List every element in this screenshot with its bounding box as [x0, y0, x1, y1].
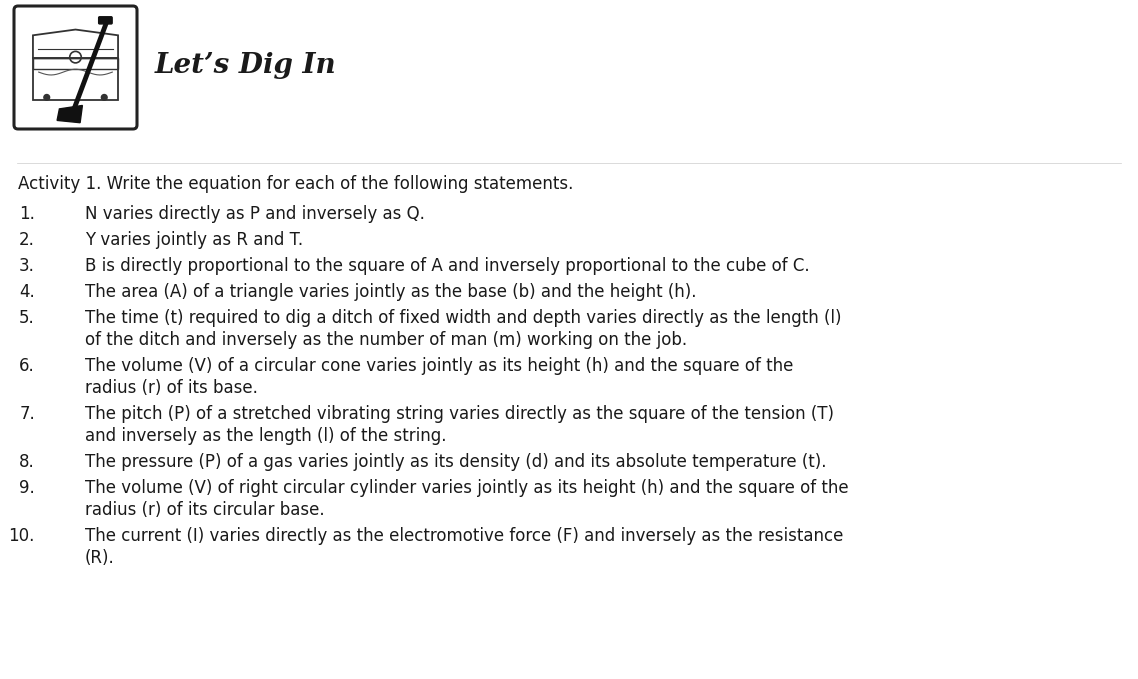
Text: Y varies jointly as R and T.: Y varies jointly as R and T. — [85, 231, 303, 249]
Text: The area (A) of a triangle varies jointly as the base (b) and the height (h).: The area (A) of a triangle varies jointl… — [85, 283, 696, 301]
Text: (R).: (R). — [85, 549, 115, 567]
FancyBboxPatch shape — [14, 6, 137, 129]
Text: 2.: 2. — [19, 231, 35, 249]
Text: The current (I) varies directly as the electromotive force (F) and inversely as : The current (I) varies directly as the e… — [85, 527, 843, 545]
Text: 1.: 1. — [19, 205, 35, 223]
Text: of the ditch and inversely as the number of man (m) working on the job.: of the ditch and inversely as the number… — [85, 331, 687, 349]
FancyBboxPatch shape — [99, 17, 113, 24]
Text: radius (r) of its base.: radius (r) of its base. — [85, 379, 258, 397]
Text: 5.: 5. — [19, 309, 35, 327]
Text: 9.: 9. — [19, 479, 35, 497]
Text: Let’s Dig In: Let’s Dig In — [155, 52, 337, 79]
Text: 3.: 3. — [19, 257, 35, 275]
Text: 7.: 7. — [19, 405, 35, 423]
Text: and inversely as the length (l) of the string.: and inversely as the length (l) of the s… — [85, 427, 446, 445]
Text: B is directly proportional to the square of A and inversely proportional to the : B is directly proportional to the square… — [85, 257, 809, 275]
Text: The time (t) required to dig a ditch of fixed width and depth varies directly as: The time (t) required to dig a ditch of … — [85, 309, 841, 327]
Text: Activity 1. Write the equation for each of the following statements.: Activity 1. Write the equation for each … — [18, 175, 574, 193]
Text: radius (r) of its circular base.: radius (r) of its circular base. — [85, 501, 324, 519]
Text: N varies directly as P and inversely as Q.: N varies directly as P and inversely as … — [85, 205, 424, 223]
Text: 6.: 6. — [19, 357, 35, 375]
Text: The volume (V) of right circular cylinder varies jointly as its height (h) and t: The volume (V) of right circular cylinde… — [85, 479, 849, 497]
Text: The pitch (P) of a stretched vibrating string varies directly as the square of t: The pitch (P) of a stretched vibrating s… — [85, 405, 834, 423]
Circle shape — [101, 94, 107, 100]
Text: 8.: 8. — [19, 453, 35, 471]
Text: 10.: 10. — [9, 527, 35, 545]
Text: The pressure (P) of a gas varies jointly as its density (d) and its absolute tem: The pressure (P) of a gas varies jointly… — [85, 453, 826, 471]
Circle shape — [44, 94, 50, 100]
Text: The volume (V) of a circular cone varies jointly as its height (h) and the squar: The volume (V) of a circular cone varies… — [85, 357, 793, 375]
Polygon shape — [57, 105, 82, 123]
Text: 4.: 4. — [19, 283, 35, 301]
